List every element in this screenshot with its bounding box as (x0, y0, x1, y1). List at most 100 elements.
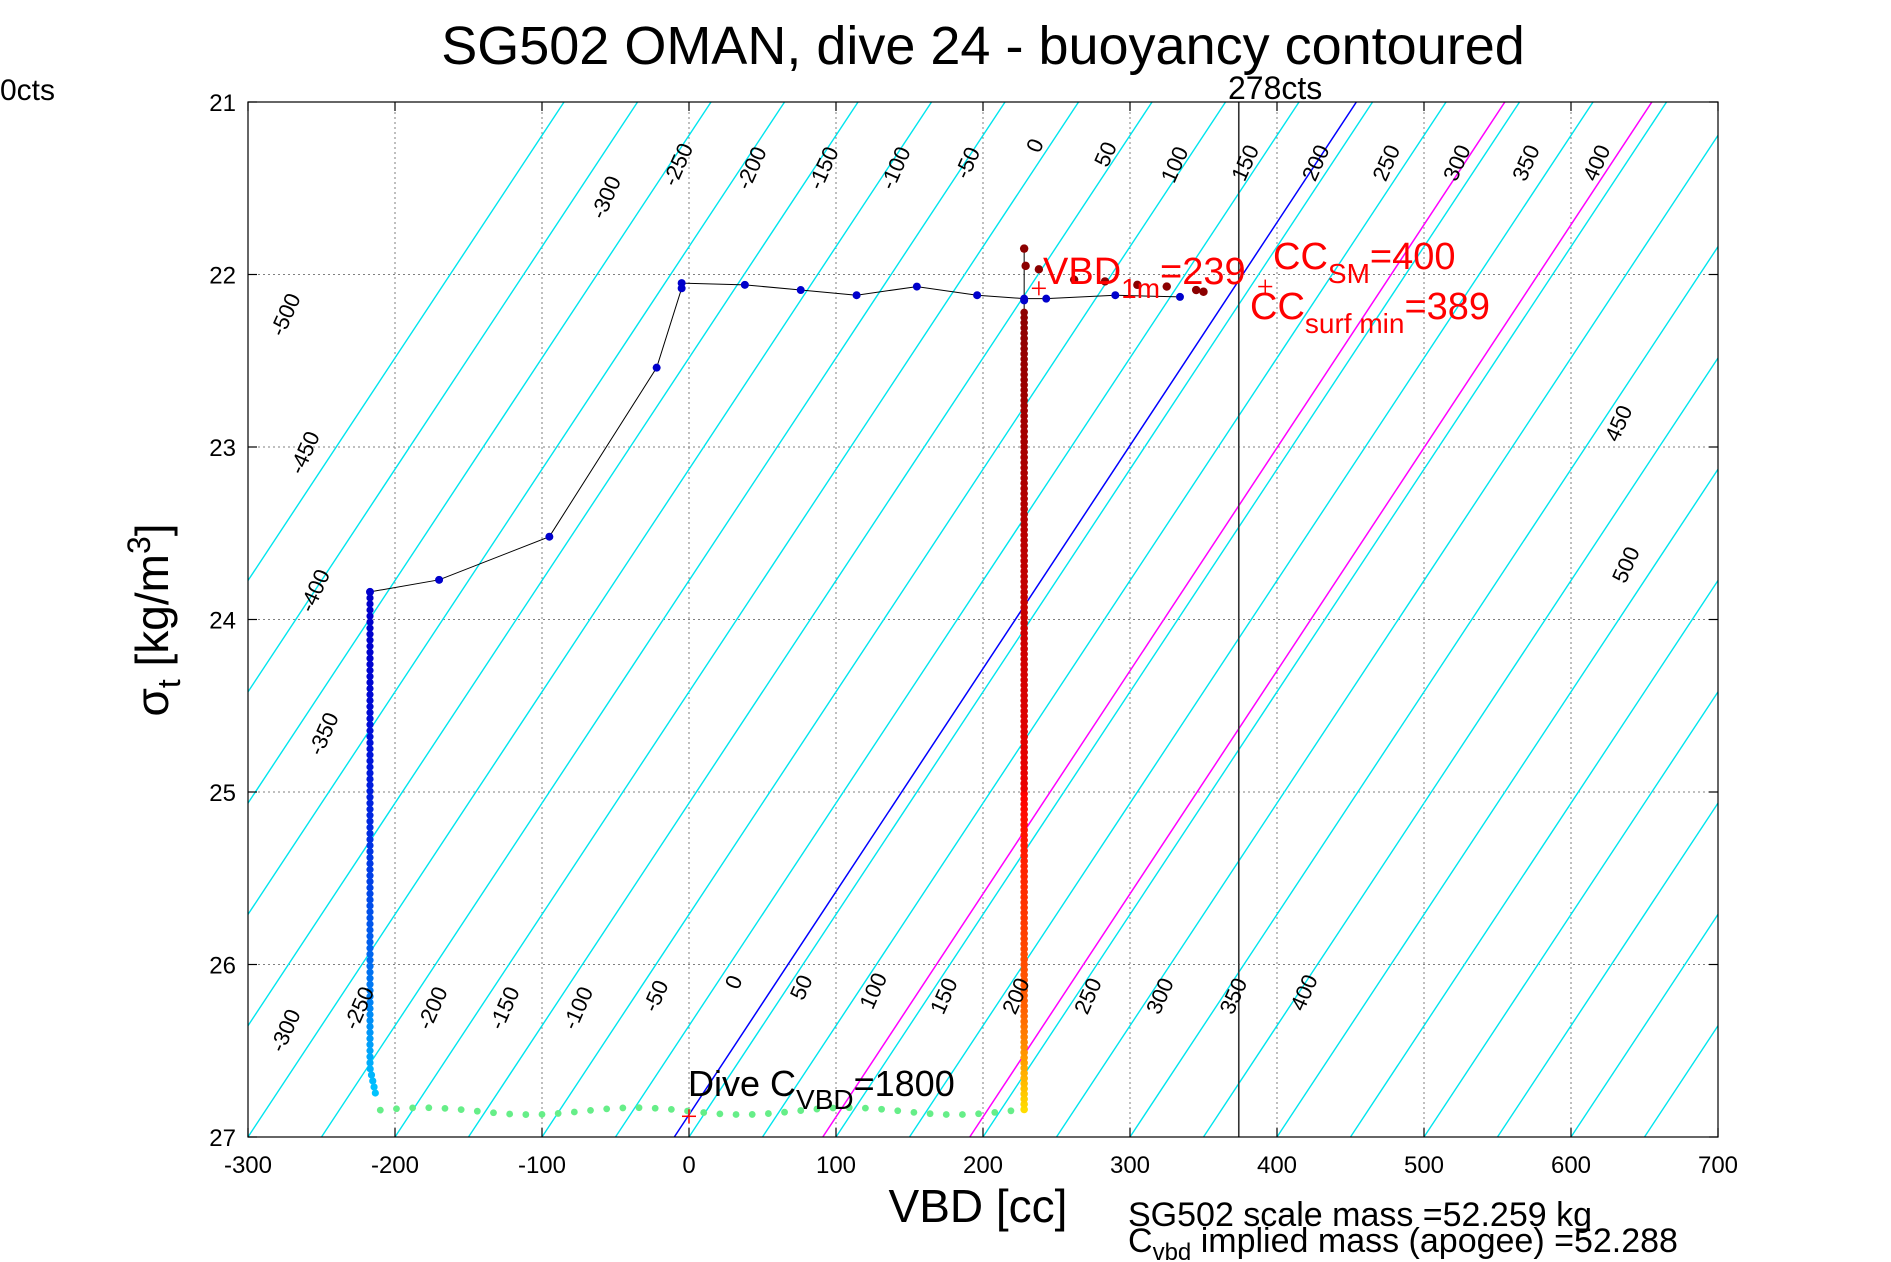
descent-point (366, 630, 374, 638)
descent-point (366, 1065, 374, 1073)
descent-point (366, 859, 374, 868)
dive-profile (366, 244, 1273, 1124)
descent-point (366, 781, 374, 789)
bottom-point (829, 1104, 837, 1112)
axis-ticks: -300 -200 -100 0 100 200 300 400 500 600 700212223… (209, 90, 1738, 1179)
descent-point (366, 739, 374, 747)
bottom-point (959, 1111, 966, 1118)
bottom-point (473, 1107, 481, 1115)
descent-point (366, 992, 374, 1001)
climb-point (1191, 285, 1201, 295)
profile-point (435, 575, 444, 584)
profile-point (1020, 296, 1029, 305)
descent-point (366, 884, 374, 892)
contour-line (982, 101, 1668, 1138)
annotation-ccsm-val: =400 (1370, 236, 1456, 278)
contour-label: -350 (303, 709, 344, 759)
x-tick-label: 700 (1698, 1152, 1738, 1179)
descent-point (366, 932, 374, 940)
blue-line (673, 101, 1358, 1138)
climb-point (1069, 275, 1079, 284)
contour-line (1202, 357, 1719, 1138)
x-tick-label: 200 (963, 1152, 1003, 1179)
descent-point (366, 878, 374, 886)
contour-line (761, 101, 1447, 1138)
descent-point (366, 684, 374, 693)
x-tick-label: 0 (682, 1152, 695, 1179)
annotation-ccsurf-main: CC (1250, 286, 1305, 328)
contour-label: 150 (925, 974, 963, 1018)
contour-line (1423, 691, 1719, 1138)
descent-point (366, 1035, 374, 1043)
contour-label: 400 (1578, 141, 1616, 185)
annotation-ccsm-main: CC (1273, 236, 1328, 278)
x-tick-label: 100 (816, 1152, 856, 1179)
ascent-point (1020, 308, 1028, 317)
bottom-point (635, 1104, 643, 1112)
descent-point (366, 1053, 374, 1061)
descent-point (366, 1029, 374, 1037)
x-tick-label: -100 (518, 1152, 566, 1179)
contour-label: -100 (875, 143, 916, 193)
profile-point (912, 282, 921, 291)
footer-implied-sub: vbd (1153, 1239, 1192, 1262)
descent-point (366, 956, 374, 964)
descent-point (366, 866, 374, 874)
descent-point (366, 745, 374, 753)
descent-point (366, 600, 374, 608)
descent-point (366, 751, 374, 759)
bottom-point (457, 1106, 465, 1114)
descent-point (366, 920, 374, 928)
descent-point (366, 817, 374, 825)
descent-point (366, 763, 374, 771)
climb-point (1162, 282, 1171, 291)
contour-line (467, 101, 1153, 1138)
bottom-point (393, 1105, 400, 1113)
y-tick-label: 25 (209, 780, 236, 807)
annotation-dive-sub: VBD (796, 1084, 854, 1115)
descent-point (366, 872, 374, 880)
descent-point (366, 787, 374, 795)
descent-point (366, 618, 374, 626)
contour-line (1349, 580, 1719, 1138)
bottom-point (862, 1104, 869, 1112)
climb-point (1019, 244, 1029, 253)
y-axis-label-sup: 3 (121, 536, 157, 554)
contour-line (394, 101, 1080, 1138)
descent-point (366, 1041, 374, 1049)
contour-line (247, 101, 933, 1138)
descent-point (366, 968, 374, 976)
profile-point (545, 532, 554, 541)
descent-point (366, 896, 374, 904)
vline-label: 278cts (1228, 70, 1322, 106)
contour-label: -50 (638, 976, 674, 1015)
bottom-point (1007, 1107, 1015, 1115)
contour-label: 250 (1367, 141, 1405, 185)
descent-point (370, 1083, 378, 1091)
contour-label: -100 (557, 983, 598, 1033)
bottom-point (748, 1111, 756, 1118)
descent-point (369, 1077, 377, 1085)
bottom-point (409, 1104, 417, 1112)
descent-point (366, 811, 374, 819)
descent-point (366, 926, 374, 934)
x-axis-label: VBD [cc] (889, 1180, 1068, 1232)
descent-point (366, 835, 374, 844)
contour-label: 100 (1156, 143, 1194, 187)
y-tick-label: 21 (209, 90, 236, 117)
descent-point (366, 594, 374, 602)
contour-label: -250 (657, 139, 698, 189)
descent-point (366, 775, 374, 783)
contour-label: 150 (1226, 141, 1264, 185)
bottom-point (376, 1106, 384, 1114)
bottom-point (651, 1104, 659, 1112)
descent-point (366, 678, 374, 687)
climb-point (1034, 265, 1044, 274)
footer-scale-mass: SG502 scale mass =52.259 kg (1128, 1196, 1592, 1234)
y-axis-label: σt [kg/m3] (121, 523, 187, 716)
magenta-line (822, 101, 1506, 1138)
profile-point (852, 291, 861, 300)
descent-point (366, 690, 374, 699)
annotation-ccsm-sub: SM (1328, 258, 1370, 289)
contour-label: -400 (294, 565, 335, 615)
